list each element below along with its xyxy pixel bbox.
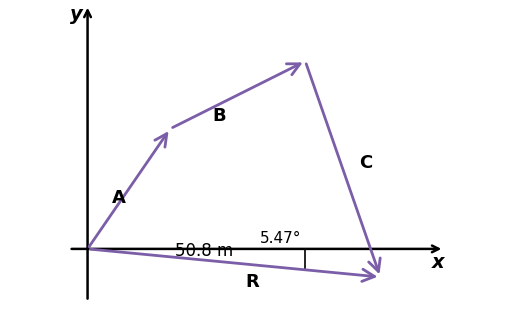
Text: 5.47°: 5.47° — [260, 231, 302, 246]
Text: B: B — [212, 107, 226, 125]
Text: C: C — [359, 154, 372, 172]
Text: R: R — [246, 273, 260, 291]
Text: y: y — [70, 5, 83, 24]
Text: x: x — [432, 253, 445, 272]
Text: A: A — [112, 189, 126, 207]
Text: 50.8 m: 50.8 m — [175, 242, 233, 260]
